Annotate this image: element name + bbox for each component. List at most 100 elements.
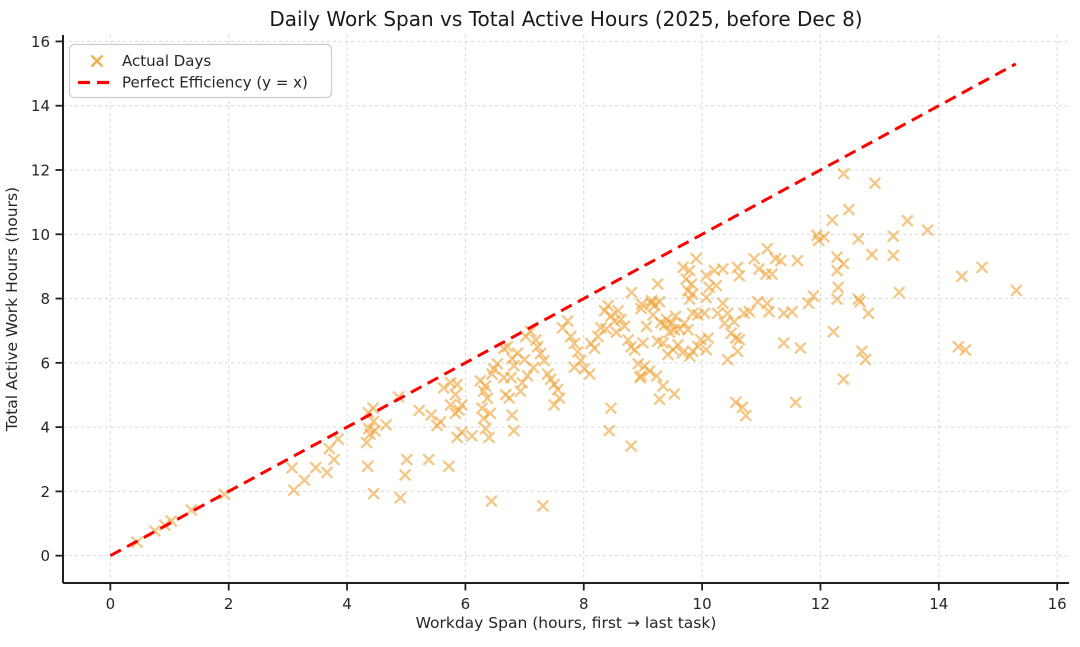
scatter-point-x-marker — [422, 453, 435, 466]
y-tick-label: 6 — [40, 354, 50, 372]
scatter-point-x-marker — [634, 369, 648, 383]
scatter-point-x-marker — [668, 387, 681, 401]
scatter-point-x-marker — [515, 376, 529, 389]
scatter-point-x-marker — [701, 331, 715, 345]
scatter-point-x-marker — [651, 277, 664, 291]
scatter-point-x-marker — [789, 396, 802, 409]
scatter-point-x-marker — [455, 398, 469, 412]
scatter-point-x-marker — [887, 249, 900, 262]
scatter-point-x-marker — [600, 322, 613, 336]
y-axis-label: Total Active Work Hours (hours) — [3, 187, 21, 432]
scatter-point-x-marker — [955, 270, 969, 283]
tick-marks — [55, 40, 1059, 591]
scatter-point-x-marker — [309, 461, 322, 474]
scatter-point-x-marker — [442, 460, 456, 473]
scatter-point-x-marker — [618, 319, 631, 333]
scatter-point-x-marker — [477, 412, 490, 425]
scatter-point-x-marker — [852, 292, 865, 306]
scatter-point-x-marker — [751, 295, 764, 308]
scatter-point-x-marker — [794, 341, 807, 355]
scatter-point-x-marker — [534, 347, 547, 360]
x-tick-label: 16 — [1048, 595, 1067, 613]
y-tick-label: 8 — [40, 290, 50, 308]
scatter-point-x-marker — [588, 342, 601, 355]
scatter-point-x-marker — [505, 409, 519, 422]
x-tick-label: 6 — [461, 595, 471, 613]
scatter-point-x-marker — [729, 396, 743, 409]
scatter-point-x-marker — [774, 254, 788, 267]
scatter-point-x-marker — [777, 336, 790, 350]
scatter-point-x-marker — [700, 269, 713, 282]
scatter-point-x-marker — [729, 331, 743, 345]
scatter-point-x-marker — [604, 401, 618, 415]
scatter-point-x-marker — [497, 371, 511, 384]
scatter-point-x-marker — [852, 232, 865, 245]
scatter-point-x-marker — [807, 289, 820, 303]
scatter-point-x-marker — [698, 307, 711, 320]
scatter-point-x-marker — [507, 424, 521, 437]
scatter-point-x-marker — [521, 369, 534, 382]
scatter-point-x-marker — [700, 343, 713, 356]
scatter-point-x-marker — [653, 392, 666, 406]
scatter-point-x-marker — [367, 415, 380, 428]
x-tick-label: 2 — [224, 595, 234, 613]
scatter-point-x-marker — [765, 267, 779, 281]
legend-box — [68, 43, 333, 99]
actual-days-scatter-points — [130, 167, 1023, 549]
scatter-point-x-marker — [1010, 284, 1023, 297]
scatter-point-x-marker — [485, 494, 498, 508]
scatter-point-x-marker — [568, 361, 581, 374]
scatter-point-x-marker — [298, 473, 311, 487]
scatter-point-x-marker — [673, 322, 686, 336]
scatter-point-x-marker — [185, 503, 198, 517]
scatter-point-x-marker — [689, 252, 703, 265]
scatter-point-x-marker — [731, 345, 744, 358]
y-tick-label: 10 — [31, 226, 50, 244]
scatter-point-x-marker — [398, 468, 412, 482]
scatter-point-x-marker — [676, 346, 689, 360]
scatter-point-x-marker — [700, 291, 713, 304]
scatter-point-x-marker — [663, 326, 676, 339]
scatter-point-x-marker — [650, 369, 663, 383]
scatter-point-x-marker — [583, 367, 596, 381]
scatter-point-x-marker — [812, 234, 825, 247]
x-tick-labels: 0 2 4 6 8 10 12 14 16 — [106, 595, 1067, 613]
x-tick-label: 8 — [579, 595, 589, 613]
scatter-point-x-marker — [743, 305, 756, 318]
scatter-point-x-marker — [685, 277, 698, 291]
scatter-point-x-marker — [830, 264, 844, 277]
y-tick-labels: 0 2 4 6 8 10 12 14 16 — [31, 33, 50, 565]
scatter-point-x-marker — [802, 297, 815, 310]
scatter-point-x-marker — [444, 398, 457, 412]
x-axis-label: Workday Span (hours, first → last task) — [416, 614, 717, 632]
scatter-point-x-marker — [711, 307, 724, 320]
scatter-point-x-marker — [614, 313, 628, 326]
scatter-point-x-marker — [625, 286, 638, 299]
scatter-point-x-marker — [656, 379, 670, 393]
scatter-point-x-marker — [434, 415, 447, 429]
scatter-point-x-marker — [716, 262, 730, 276]
scatter-point-x-marker — [450, 378, 464, 391]
scatter-point-x-marker — [921, 223, 934, 237]
scatter-point-x-marker — [361, 460, 374, 473]
scatter-point-x-marker — [323, 442, 336, 455]
y-tick-label: 2 — [40, 483, 50, 501]
scatter-point-x-marker — [752, 262, 766, 276]
scatter-point-x-marker — [830, 292, 844, 306]
scatter-point-x-marker — [320, 466, 334, 479]
x-tick-label: 14 — [929, 595, 948, 613]
scatter-point-x-marker — [785, 305, 799, 318]
scatter-point-x-marker — [547, 398, 561, 412]
scatter-point-x-marker — [683, 292, 696, 306]
scatter-point-x-marker — [837, 373, 850, 386]
scatter-point-x-marker — [791, 254, 804, 267]
scatter-point-x-marker — [733, 333, 746, 346]
scatter-point-x-marker — [394, 491, 407, 505]
scatter-point-x-marker — [400, 453, 414, 466]
scatter-point-x-marker — [865, 248, 879, 261]
scatter-point-x-marker — [901, 214, 914, 227]
scatter-point-x-marker — [479, 379, 492, 393]
scatter-point-x-marker — [676, 261, 690, 274]
